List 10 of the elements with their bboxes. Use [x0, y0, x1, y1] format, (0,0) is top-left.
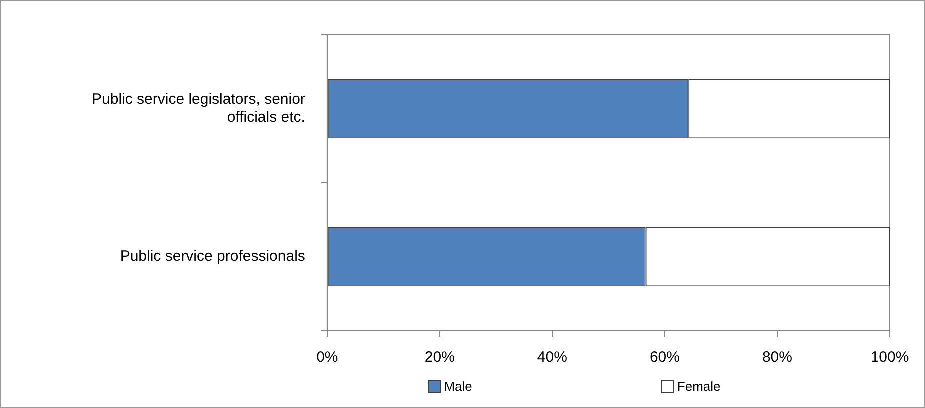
- y-tick-label: Public service professionals: [120, 248, 306, 266]
- x-tick-label: 80%: [762, 349, 792, 366]
- x-tick-label: 0%: [316, 349, 338, 366]
- x-tick-label: 20%: [424, 349, 455, 366]
- legend-label: Male: [444, 379, 472, 394]
- x-tick-label: 100%: [870, 349, 910, 366]
- x-tick-label: 40%: [537, 349, 568, 366]
- y-tick-label: Public service legislators, senior officials etc.: [92, 91, 306, 126]
- legend-label: Female: [677, 379, 721, 394]
- x-tick-label: 60%: [650, 349, 680, 366]
